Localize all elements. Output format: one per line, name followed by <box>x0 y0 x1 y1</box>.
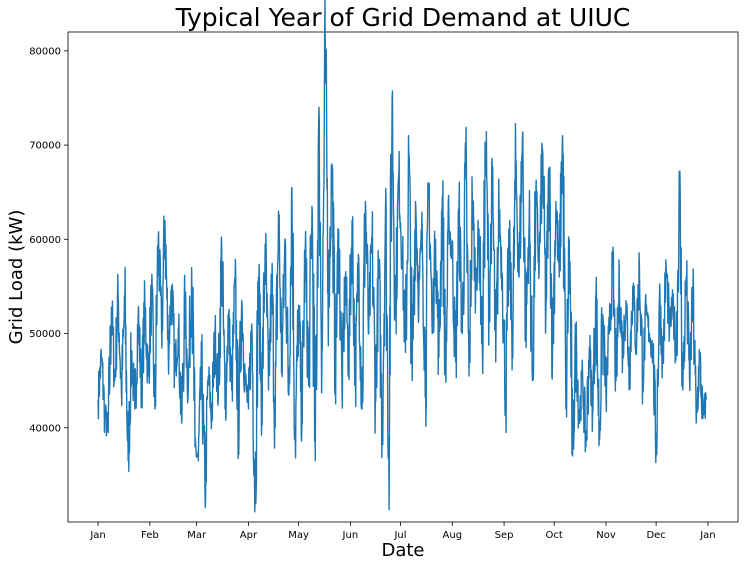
x-tick-label: May <box>288 530 309 541</box>
x-tick-label: Feb <box>141 530 159 541</box>
series-line-0 <box>97 0 707 513</box>
x-tick-label: Apr <box>240 530 258 541</box>
x-tick-label: Oct <box>546 530 563 541</box>
plot-frame <box>67 31 739 523</box>
x-tick-label: Jan <box>699 530 715 541</box>
x-tick-label: Dec <box>646 530 665 541</box>
x-tick-label: Aug <box>443 530 463 541</box>
y-tick-label: 50000 <box>29 329 61 340</box>
series-group <box>97 0 707 513</box>
x-tick-label: Jun <box>342 530 359 541</box>
x-tick-label: Jan <box>89 530 105 541</box>
x-tick-label: Jul <box>393 530 406 541</box>
y-axis-label: Grid Load (kW) <box>6 210 27 345</box>
y-tick-label: 40000 <box>29 423 61 434</box>
chart-title: Typical Year of Grid Demand at UIUC <box>175 3 631 32</box>
x-tick-label: Nov <box>596 530 616 541</box>
y-axis: 40000 50000 60000 70000 80000 <box>29 46 68 434</box>
x-tick-label: Mar <box>187 530 207 541</box>
plot-area: Jan Feb Mar Apr May Jun Jul Aug Sep Oct Nov Dec Jan … <box>29 0 739 541</box>
y-tick-label: 80000 <box>29 46 61 57</box>
x-tick-label: Sep <box>495 530 514 541</box>
y-tick-label: 60000 <box>29 235 61 246</box>
y-tick-label: 70000 <box>29 141 61 152</box>
x-axis-label: Date <box>381 540 424 561</box>
x-axis: Jan Feb Mar Apr May Jun Jul Aug Sep Oct Nov Dec Jan <box>89 522 716 541</box>
